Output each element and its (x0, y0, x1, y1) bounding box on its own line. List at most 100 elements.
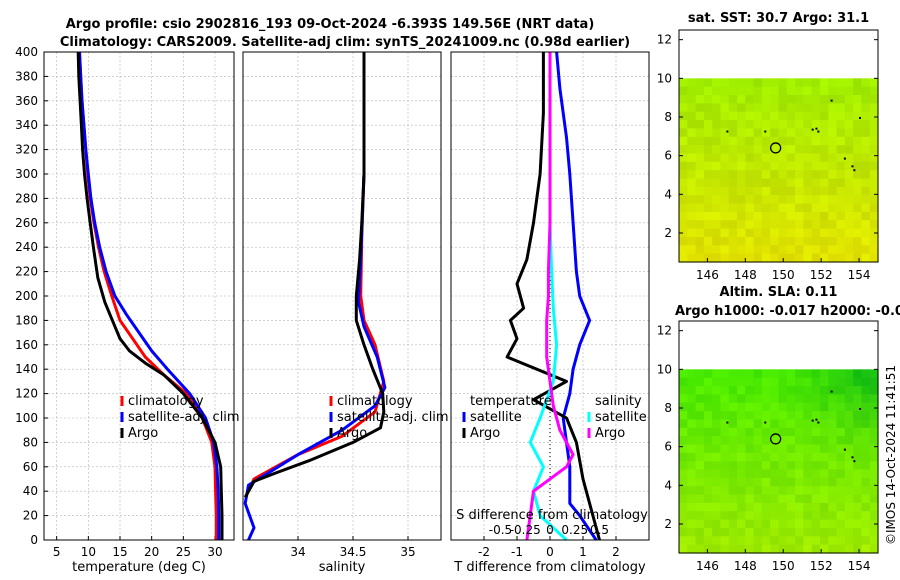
map-cell (861, 120, 871, 130)
map-cell (795, 452, 804, 462)
map-cell (803, 203, 813, 213)
map-cell (853, 186, 863, 196)
map-cell (836, 411, 846, 421)
map-cell (795, 544, 804, 554)
map-cell (745, 78, 755, 88)
map-field (679, 78, 879, 263)
map-cell (679, 511, 688, 521)
map-cell (720, 161, 730, 171)
map-cell (770, 394, 780, 404)
map-cell (795, 402, 804, 412)
map-cell (687, 436, 697, 446)
map-cell (720, 369, 730, 379)
map-cell (778, 170, 788, 180)
map-cell (712, 228, 722, 238)
map-cell (795, 477, 804, 487)
map-cell (795, 136, 804, 146)
legend-label: Argo (595, 426, 625, 441)
y-tick-label: 12 (657, 33, 672, 47)
map-cell (679, 78, 688, 88)
map-cell (869, 427, 879, 437)
map-cell (737, 527, 746, 537)
map-cell (761, 178, 771, 188)
map-cell (770, 211, 780, 221)
map-cell (795, 494, 804, 504)
map-cell (770, 377, 780, 387)
map-cell (679, 136, 688, 146)
map-cell (869, 220, 879, 230)
map-cell (728, 436, 738, 446)
map-cell (795, 220, 804, 230)
map-cell (844, 402, 854, 412)
map-cell (811, 161, 821, 171)
map-cell (811, 477, 821, 487)
map-cell (703, 386, 713, 395)
map-cell (687, 494, 697, 504)
map-cell (728, 502, 738, 512)
map-cell (728, 186, 738, 196)
map-cell (819, 236, 829, 246)
map-cell (695, 461, 705, 471)
map-cell (728, 427, 738, 437)
map-cell (687, 236, 697, 246)
map-cell (745, 511, 755, 521)
map-cell (869, 186, 879, 196)
map-cell (695, 78, 705, 88)
map-cell (795, 236, 804, 246)
map-cell (819, 128, 829, 138)
map-cell (703, 153, 713, 163)
map-cell (703, 120, 713, 130)
map-cell (720, 203, 730, 213)
map-cell (761, 128, 771, 138)
map-cell (803, 220, 813, 230)
map-cell (869, 236, 879, 246)
map-cell (819, 386, 829, 395)
map-cell (753, 477, 763, 487)
map-cell (819, 369, 829, 379)
map-cell (712, 136, 722, 146)
y-tick-label: 8 (664, 110, 672, 124)
map-cell (737, 544, 746, 554)
map-cell (679, 178, 688, 188)
map-cell (778, 469, 788, 479)
map-cell (836, 511, 846, 521)
map-cell (853, 427, 863, 437)
map-cell (745, 120, 755, 130)
map-cell (844, 386, 854, 395)
map-cell (712, 178, 722, 188)
map-cell (712, 145, 722, 155)
map-cell (737, 203, 746, 213)
map-cell (703, 477, 713, 487)
argo-location-marker (770, 433, 782, 445)
map-cell (712, 120, 722, 130)
map-cell (828, 486, 838, 496)
map-cell (703, 228, 713, 238)
map-cell (811, 436, 821, 446)
map-cell (687, 103, 697, 113)
map-cell (836, 178, 846, 188)
map-cell (720, 111, 730, 121)
map-cell (745, 161, 755, 171)
x-tick-label: 34 (290, 545, 305, 559)
map-cell (786, 228, 796, 238)
island-marker (726, 130, 729, 133)
map-cell (853, 402, 863, 412)
map-cell (778, 136, 788, 146)
map-cell (844, 145, 854, 155)
map-cell (795, 111, 804, 121)
map-cell (712, 78, 722, 88)
map-cell (761, 469, 771, 479)
x-tick-label: 154 (848, 559, 871, 573)
map-cell (703, 195, 713, 205)
map-cell (753, 253, 763, 263)
map-cell (836, 419, 846, 429)
map-cell (753, 402, 763, 412)
x-tick-label: 148 (734, 268, 757, 282)
map-cell (819, 211, 829, 221)
map-cell (745, 386, 755, 395)
map-cell (703, 469, 713, 479)
map-cell (819, 86, 829, 96)
map-cell (844, 86, 854, 96)
map-cell (703, 444, 713, 454)
map-cell (803, 111, 813, 121)
